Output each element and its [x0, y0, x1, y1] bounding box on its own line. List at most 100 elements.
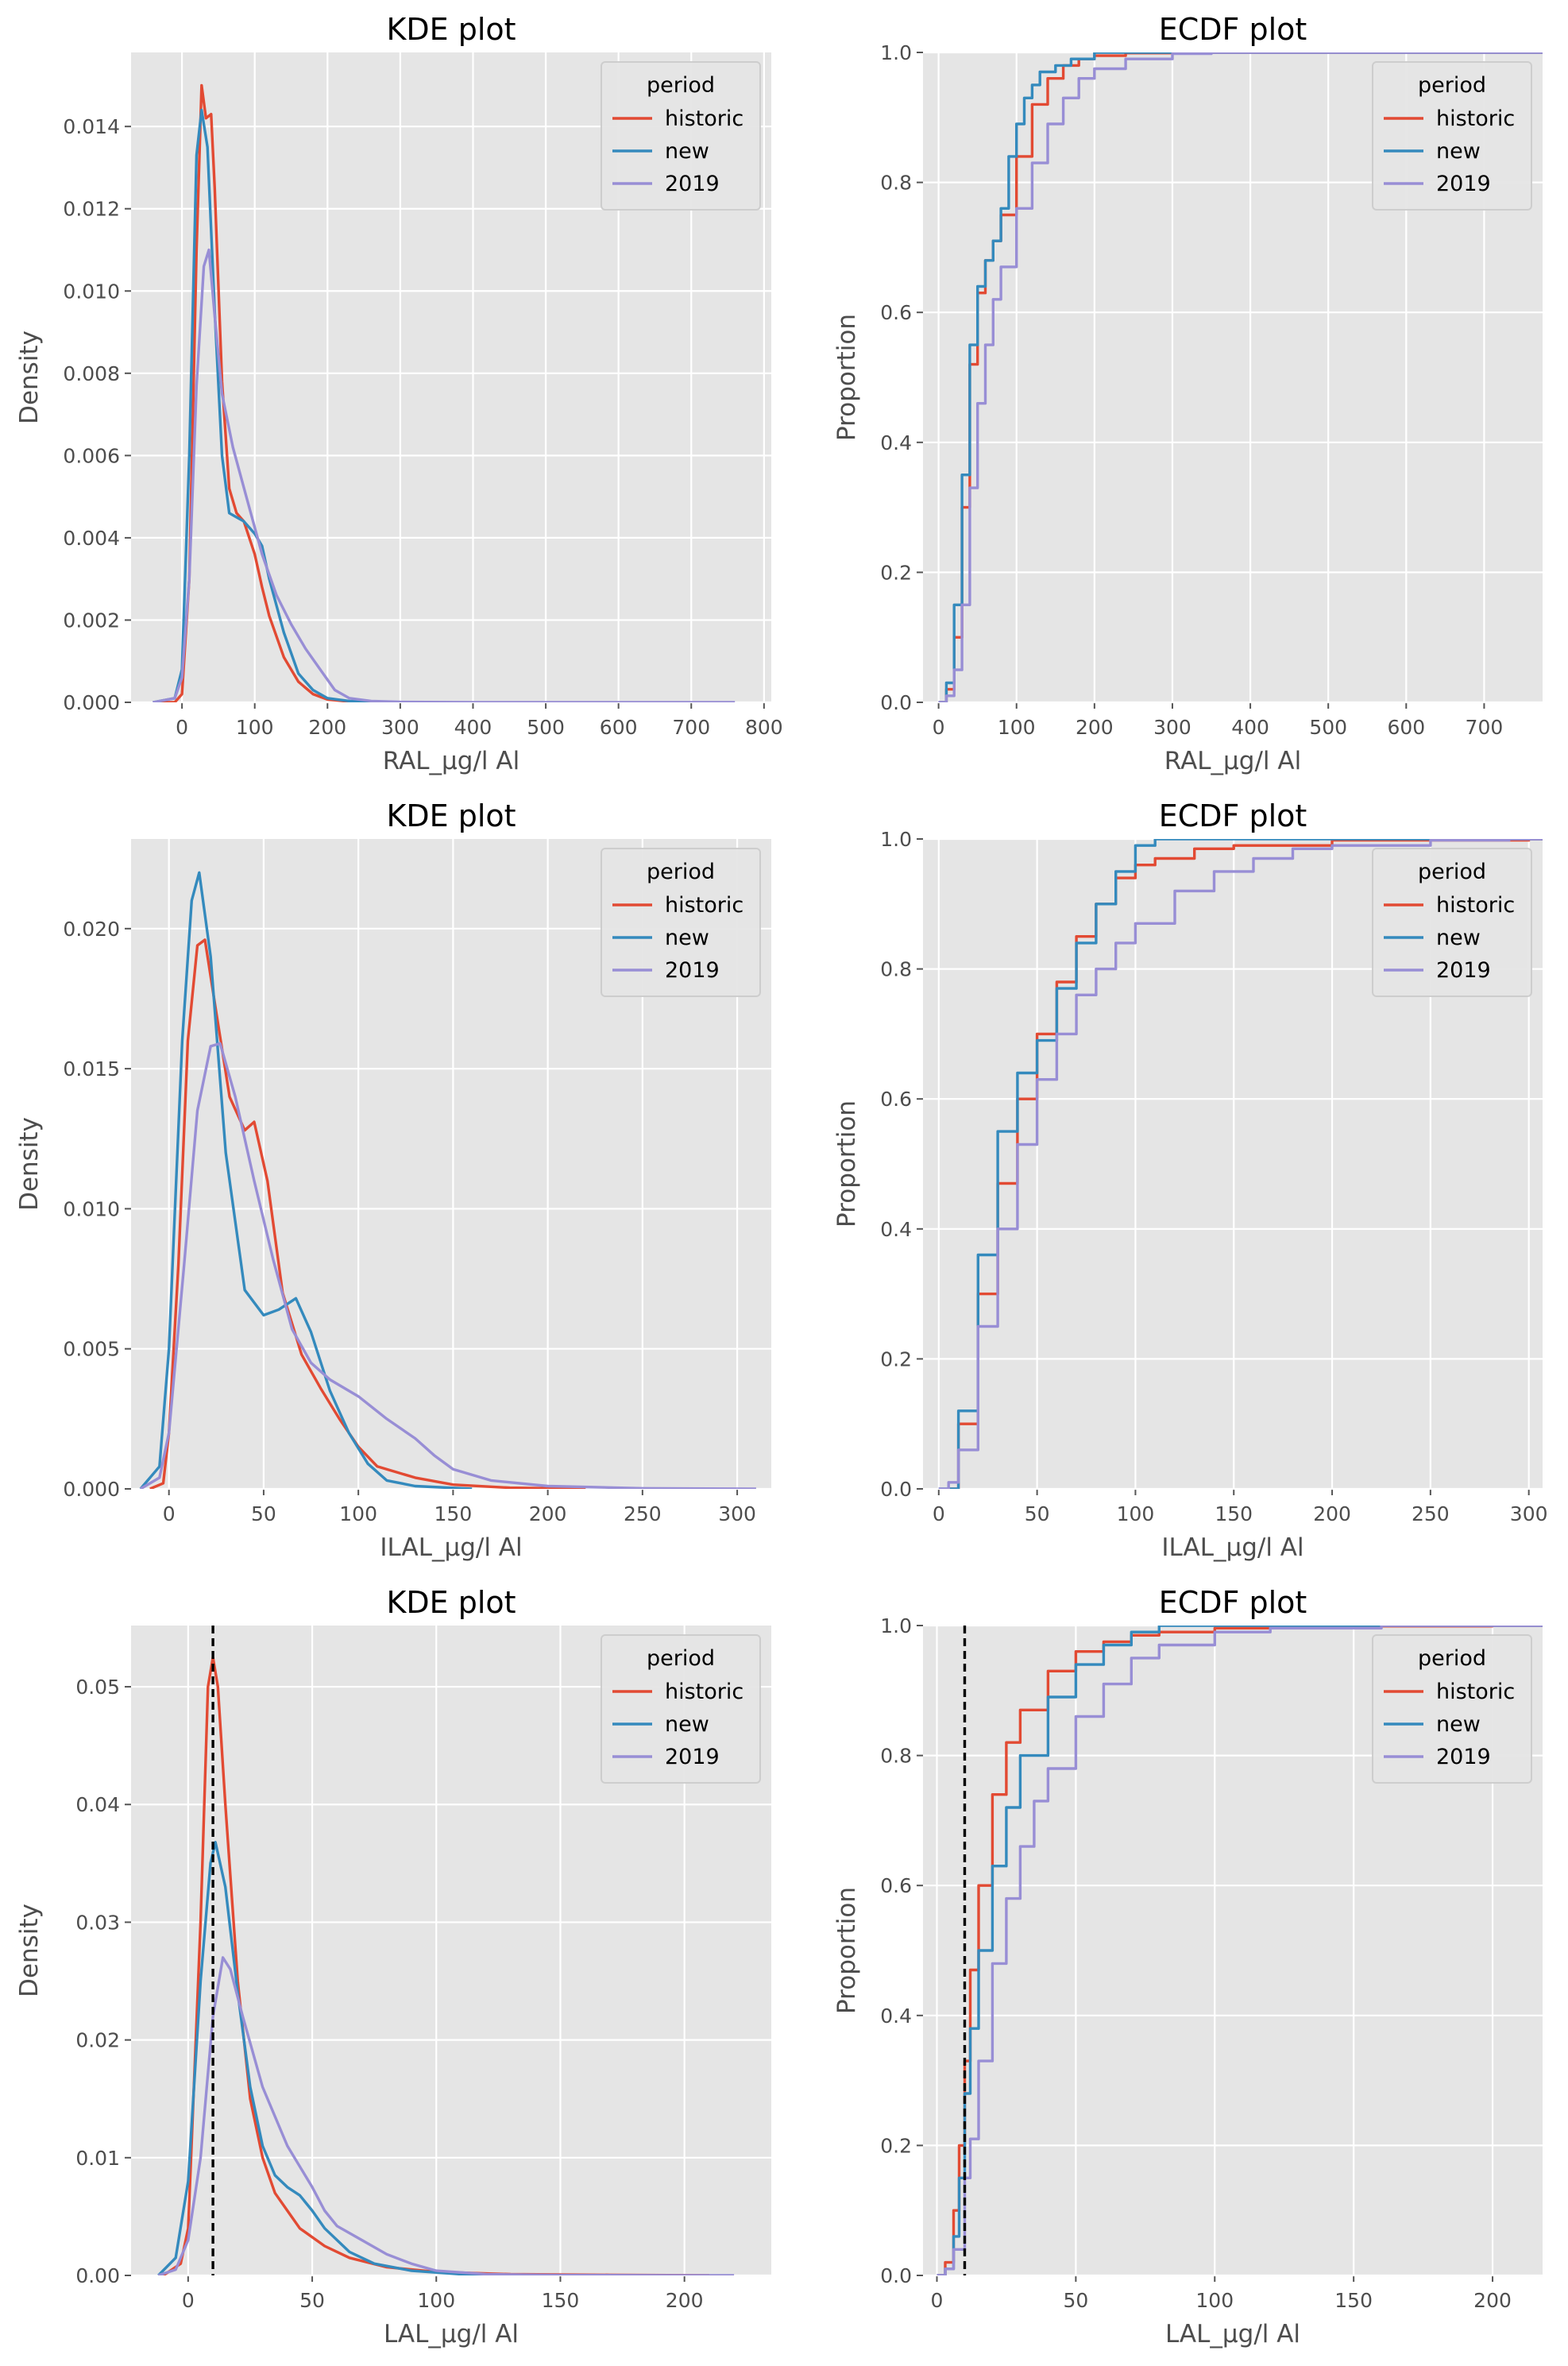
series-group [157, 1656, 735, 2275]
legend: period historic new 2019 [601, 848, 761, 997]
legend-box [1372, 848, 1532, 997]
y-tick-label: 0.006 [63, 444, 120, 467]
legend-entry-historic: historic [665, 893, 743, 918]
x-tick-label: 300 [1510, 1502, 1548, 1525]
chart-panel-4: 0 50 100 150 200 250 300 0.0 0.2 0.4 0.6 0.8 1.0 ECDF… [832, 798, 1548, 1562]
chart-title: ECDF plot [1159, 798, 1307, 833]
series-line-new [139, 871, 473, 1489]
x-tick-label: 50 [1063, 2289, 1088, 2312]
series-line-2019 [157, 1956, 735, 2275]
chart-title: KDE plot [386, 1585, 516, 1620]
series-line-new [153, 108, 379, 702]
y-axis-label: Proportion [832, 1887, 861, 2014]
x-axis-label: LAL_µg/l Al [1165, 2320, 1300, 2349]
y-tick-label: 0.8 [880, 958, 912, 981]
y-tick-label: 0.2 [880, 561, 912, 584]
y-tick-label: 0.020 [63, 918, 120, 941]
series-line-historic [149, 938, 586, 1489]
y-tick-label: 0.01 [75, 2147, 120, 2170]
series-line-2019 [938, 839, 1543, 1489]
x-tick-label: 500 [527, 716, 565, 739]
legend-entry-historic: historic [665, 106, 743, 131]
y-tick-label: 0.4 [880, 1218, 912, 1241]
x-tick-label: 800 [745, 716, 783, 739]
legend-entry-new: new [1436, 1712, 1481, 1737]
legend-entry-new: new [665, 926, 709, 950]
y-tick-label: 0.012 [63, 198, 120, 221]
y-tick-label: 0.4 [880, 2005, 912, 2028]
legend-entry-new: new [665, 1712, 709, 1737]
legend-entry-2019: 2019 [1436, 1745, 1491, 1769]
legend-entry-new: new [665, 139, 709, 164]
legend: period historic new 2019 [601, 1634, 761, 1784]
y-tick-label: 0.002 [63, 609, 120, 632]
y-tick-label: 0.8 [880, 1745, 912, 1768]
series-group [139, 871, 756, 1489]
x-tick-label: 100 [1195, 2289, 1234, 2312]
legend-entry-new: new [1436, 926, 1481, 950]
series-group [938, 839, 1543, 1489]
x-tick-label: 200 [1076, 716, 1114, 739]
x-tick-label: 0 [176, 716, 188, 739]
x-tick-label: 700 [1466, 716, 1504, 739]
y-axis-label: Density [15, 1117, 44, 1211]
x-tick-label: 100 [236, 716, 274, 739]
x-tick-label: 200 [1473, 2289, 1512, 2312]
x-tick-label: 0 [933, 716, 945, 739]
y-tick-label: 0.010 [63, 1197, 120, 1220]
x-tick-label: 0 [933, 1502, 945, 1525]
legend: period historic new 2019 [1372, 848, 1532, 997]
x-tick-label: 300 [381, 716, 419, 739]
y-axis-label: Density [15, 1904, 44, 1997]
y-tick-label: 0.6 [880, 1874, 912, 1897]
y-tick-label: 0.04 [75, 1793, 120, 1816]
y-tick-label: 0.008 [63, 362, 120, 385]
y-tick-label: 0.2 [880, 1347, 912, 1371]
legend-title: period [647, 73, 715, 98]
y-tick-label: 0.0 [880, 691, 912, 714]
y-tick-label: 0.6 [880, 1088, 912, 1111]
y-tick-label: 0.010 [63, 280, 120, 303]
y-tick-label: 1.0 [880, 1614, 912, 1637]
x-axis-label: RAL_µg/l Al [1164, 747, 1301, 775]
x-axis-label: RAL_µg/l Al [383, 747, 519, 775]
legend-box [601, 1634, 761, 1784]
series-line-historic [153, 83, 379, 702]
x-tick-label: 50 [1025, 1502, 1050, 1525]
x-tick-label: 0 [163, 1502, 176, 1525]
x-tick-label: 400 [1231, 716, 1269, 739]
x-axis-label: LAL_µg/l Al [384, 2320, 519, 2349]
chart-title: KDE plot [386, 12, 516, 47]
x-tick-label: 150 [434, 1502, 473, 1525]
legend-title: period [1418, 73, 1486, 98]
x-axis-label: ILAL_µg/l Al [1161, 1533, 1303, 1562]
legend-box [601, 848, 761, 997]
legend-box [1372, 1634, 1532, 1784]
y-tick-label: 0.8 [880, 172, 912, 195]
series-line-2019 [153, 248, 736, 702]
x-tick-label: 150 [1215, 1502, 1253, 1525]
x-tick-label: 0 [931, 2289, 944, 2312]
y-tick-label: 0.00 [75, 2264, 120, 2287]
series-group [938, 52, 1543, 702]
x-tick-label: 700 [672, 716, 710, 739]
x-tick-label: 200 [666, 2289, 704, 2312]
y-tick-label: 0.015 [63, 1057, 120, 1081]
y-axis-label: Proportion [832, 314, 861, 441]
legend-title: period [647, 860, 715, 884]
legend: period historic new 2019 [1372, 61, 1532, 211]
chart-panel-3: 0 50 100 150 200 250 300 0.000 0.005 0.010 0.015 0.… [15, 798, 771, 1562]
y-tick-label: 0.005 [63, 1338, 120, 1361]
legend-entry-historic: historic [1436, 893, 1515, 918]
legend-entry-historic: historic [665, 1680, 743, 1704]
x-tick-label: 600 [1387, 716, 1425, 739]
series-line-new [937, 1626, 1543, 2275]
chart-title: ECDF plot [1159, 12, 1307, 47]
series-line-new [157, 1841, 536, 2275]
y-tick-label: 0.014 [63, 115, 120, 138]
legend-title: period [1418, 860, 1486, 884]
y-tick-label: 1.0 [880, 41, 912, 64]
x-tick-label: 200 [308, 716, 346, 739]
series-line-2019 [938, 52, 1543, 702]
legend-box [1372, 61, 1532, 211]
